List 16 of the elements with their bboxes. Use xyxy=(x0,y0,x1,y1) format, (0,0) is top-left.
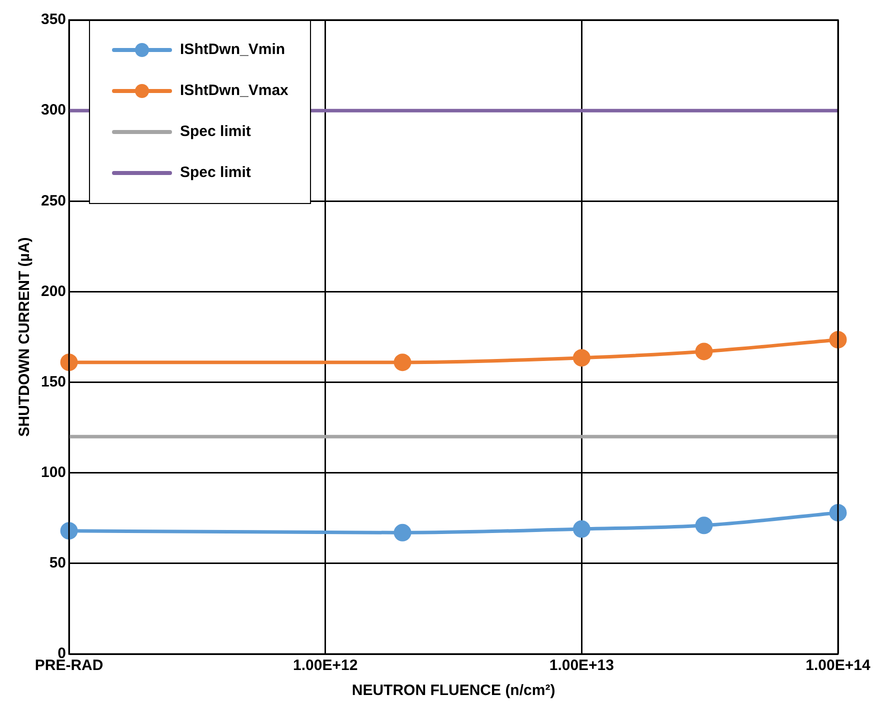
x-tick-label: 1.00E+12 xyxy=(293,657,358,674)
y-tick-label: 50 xyxy=(49,554,66,572)
x-axis-title: NEUTRON FLUENCE (n/cm²) xyxy=(352,682,556,700)
legend-label: IShtDwn_Vmax xyxy=(180,82,288,99)
y-tick-label: 100 xyxy=(40,464,66,481)
y-tick-label: 300 xyxy=(40,102,66,119)
legend-label: Spec limit xyxy=(180,164,251,181)
x-tick-label: 1.00E+13 xyxy=(549,657,614,674)
y-tick-label: 150 xyxy=(40,373,66,390)
x-tick-label: 1.00E+14 xyxy=(806,657,871,674)
legend-label: IShtDwn_Vmin xyxy=(180,41,286,58)
y-tick-label: 350 xyxy=(40,11,66,28)
y-tick-label: 200 xyxy=(40,282,66,300)
y-tick-label: 250 xyxy=(40,192,66,210)
y-axis-title: SHUTDOWN CURRENT (µA) xyxy=(16,237,34,437)
legend-label: Spec limit xyxy=(180,123,251,140)
